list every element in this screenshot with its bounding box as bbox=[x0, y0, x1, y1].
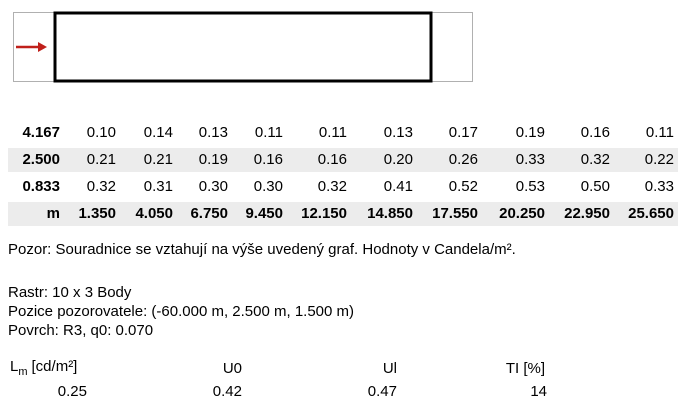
cell: 0.32 bbox=[580, 151, 610, 168]
cell: 6.750 bbox=[190, 205, 228, 222]
cell: 0.16 bbox=[580, 124, 610, 141]
summary-value: 0.47 bbox=[367, 383, 397, 400]
row-label: 4.167 bbox=[22, 124, 60, 141]
cell: 0.53 bbox=[515, 178, 545, 195]
lm-header: Lm [cd/m²] bbox=[10, 358, 77, 378]
lm-subscript: m bbox=[18, 366, 28, 378]
diagram bbox=[13, 11, 473, 83]
cell: 0.33 bbox=[515, 151, 545, 168]
cell: 0.32 bbox=[86, 178, 116, 195]
cell: 0.21 bbox=[143, 151, 173, 168]
cell: 0.17 bbox=[448, 124, 478, 141]
cell: 0.10 bbox=[86, 124, 116, 141]
cell: 0.16 bbox=[317, 151, 347, 168]
cell: 25.650 bbox=[628, 205, 674, 222]
cell: 0.31 bbox=[143, 178, 173, 195]
info-line: Povrch: R3, q0: 0.070 bbox=[8, 322, 154, 339]
cell: 4.050 bbox=[135, 205, 173, 222]
table-row: 4.167 0.10 0.14 0.13 0.11 0.11 0.13 0.17 0.19 0.1… bbox=[8, 121, 678, 145]
row-label: 2.500 bbox=[22, 151, 60, 168]
cell: 0.50 bbox=[580, 178, 610, 195]
observer-arrow-head bbox=[38, 42, 47, 52]
row-label: m bbox=[46, 205, 60, 222]
lm-symbol: L bbox=[10, 358, 19, 375]
info-line: Rastr: 10 x 3 Body bbox=[8, 284, 132, 301]
cell: 0.19 bbox=[515, 124, 545, 141]
summary-header: TI [%] bbox=[505, 360, 545, 377]
cell: 0.11 bbox=[254, 124, 283, 141]
cell: 22.950 bbox=[564, 205, 610, 222]
cell: 14.850 bbox=[367, 205, 413, 222]
summary-value: 14 bbox=[530, 383, 547, 400]
cell: 0.13 bbox=[198, 124, 228, 141]
cell: 1.350 bbox=[78, 205, 116, 222]
table-row: m 1.350 4.050 6.750 9.450 12.150 14.850 17.550 2… bbox=[8, 202, 678, 226]
cell: 0.33 bbox=[644, 178, 674, 195]
cell: 0.52 bbox=[448, 178, 478, 195]
cell: 0.30 bbox=[198, 178, 228, 195]
cell: 0.26 bbox=[448, 151, 478, 168]
cell: 0.20 bbox=[383, 151, 413, 168]
cell: 0.16 bbox=[253, 151, 283, 168]
summary-value: 0.42 bbox=[212, 383, 242, 400]
cell: 0.41 bbox=[383, 178, 413, 195]
info-line: Pozice pozorovatele: (-60.000 m, 2.500 m… bbox=[8, 303, 355, 320]
cell: 0.14 bbox=[143, 124, 173, 141]
lm-unit: [cd/m²] bbox=[31, 358, 78, 375]
cell: 9.450 bbox=[245, 205, 283, 222]
row-label: 0.833 bbox=[22, 178, 60, 195]
note: Pozor: Souradnice se vztahují na výše uv… bbox=[8, 241, 516, 258]
cell: 0.30 bbox=[253, 178, 283, 195]
road-area bbox=[53, 11, 433, 83]
cell: 17.550 bbox=[432, 205, 478, 222]
cell: 20.250 bbox=[499, 205, 545, 222]
cell: 0.21 bbox=[86, 151, 116, 168]
cell: 0.32 bbox=[317, 178, 347, 195]
cell: 0.22 bbox=[644, 151, 674, 168]
table-row: 2.500 0.21 0.21 0.19 0.16 0.16 0.20 0.26 0.33 0.3… bbox=[8, 148, 678, 172]
cell: 0.11 bbox=[645, 124, 674, 141]
cell: 0.13 bbox=[383, 124, 413, 141]
summary-header: U0 bbox=[222, 360, 242, 377]
summary-value: 0.25 bbox=[57, 383, 87, 400]
cell: 0.11 bbox=[318, 124, 347, 141]
cell: 0.19 bbox=[198, 151, 228, 168]
cell: 12.150 bbox=[301, 205, 347, 222]
table-row: 0.833 0.32 0.31 0.30 0.30 0.32 0.41 0.52 0.53 0.5… bbox=[8, 175, 678, 199]
summary-header: Ul bbox=[382, 360, 397, 377]
